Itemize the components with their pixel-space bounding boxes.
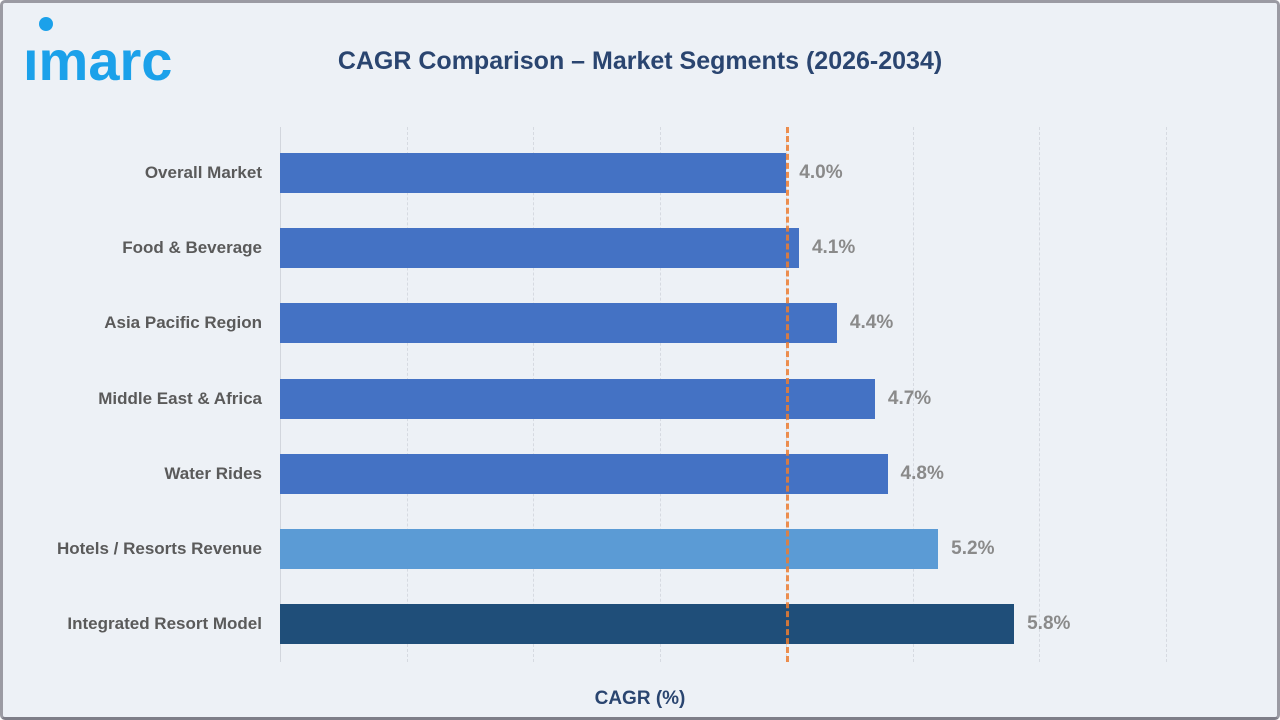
logo-text: ımarc [23, 29, 173, 92]
category-label: Overall Market [144, 162, 262, 182]
value-label: 5.8% [1027, 613, 1071, 635]
x-axis-label: CAGR (%) [594, 688, 686, 709]
bar [280, 378, 875, 419]
bar [280, 303, 837, 344]
bar-row: Water Rides 4.8% [164, 436, 1166, 511]
value-label: 4.7% [887, 387, 932, 409]
bar [280, 604, 1015, 645]
imarc-logo: ımarc [23, 9, 223, 93]
bar-row: Integrated Resort Model 5.8% [67, 587, 1166, 662]
bar [280, 152, 787, 193]
bar-row: Overall Market 4.0% [145, 135, 1166, 210]
bar-row: Food & Beverage 4.1% [122, 210, 1166, 285]
bar [280, 529, 939, 570]
category-label: Asia Pacific Region [104, 313, 262, 333]
category-label: Middle East & Africa [98, 388, 262, 408]
value-label: 4.4% [849, 312, 894, 334]
bar [280, 453, 888, 494]
bar-row: Hotels / Resorts Revenue 5.2% [57, 511, 1166, 586]
value-label: 5.2% [951, 538, 995, 560]
gridline [912, 127, 914, 662]
gridline [1039, 127, 1041, 662]
bar [280, 227, 799, 268]
bar-row: Asia Pacific Region 4.4% [104, 286, 1166, 361]
reference-line [786, 127, 790, 662]
logo-dot-icon [39, 17, 53, 31]
category-label: Hotels / Resorts Revenue [56, 539, 262, 559]
value-label: 4.8% [900, 462, 944, 484]
category-label: Water Rides [164, 463, 262, 483]
bar-rows: Overall Market 4.0% Food & Beverage 4.1% Asi… [57, 135, 1166, 662]
gridline [1166, 127, 1167, 662]
category-label: Food & Beverage [122, 237, 262, 257]
chart-title: CAGR Comparison – Market Segments (2026-… [337, 47, 943, 75]
value-label: 4.1% [811, 236, 856, 258]
plot-area: Overall Market 4.0% Food & Beverage 4.1% Asi… [57, 127, 1167, 662]
category-label: Integrated Resort Model [67, 614, 262, 634]
value-label: 4.0% [799, 161, 843, 183]
bar-row: Middle East & Africa 4.7% [98, 361, 1166, 436]
